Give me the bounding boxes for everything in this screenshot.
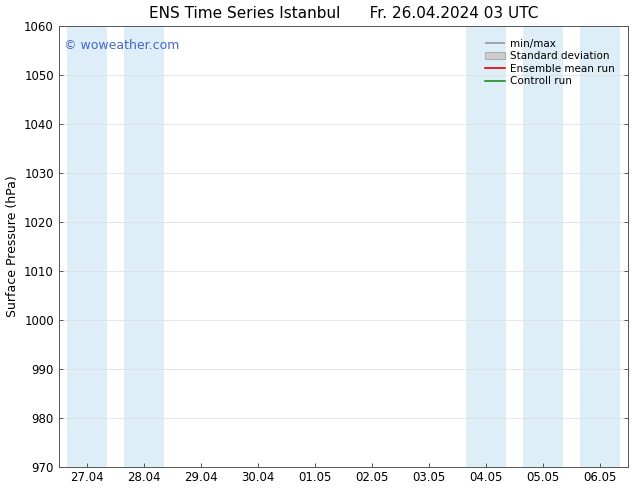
Text: © woweather.com: © woweather.com: [65, 39, 180, 52]
Legend: min/max, Standard deviation, Ensemble mean run, Controll run: min/max, Standard deviation, Ensemble me…: [482, 35, 618, 90]
Bar: [523, 26, 563, 466]
Bar: [67, 26, 107, 466]
Bar: [124, 26, 164, 466]
Title: ENS Time Series Istanbul      Fr. 26.04.2024 03 UTC: ENS Time Series Istanbul Fr. 26.04.2024 …: [149, 5, 538, 21]
Y-axis label: Surface Pressure (hPa): Surface Pressure (hPa): [6, 175, 18, 317]
Bar: [466, 26, 506, 466]
Bar: [580, 26, 620, 466]
